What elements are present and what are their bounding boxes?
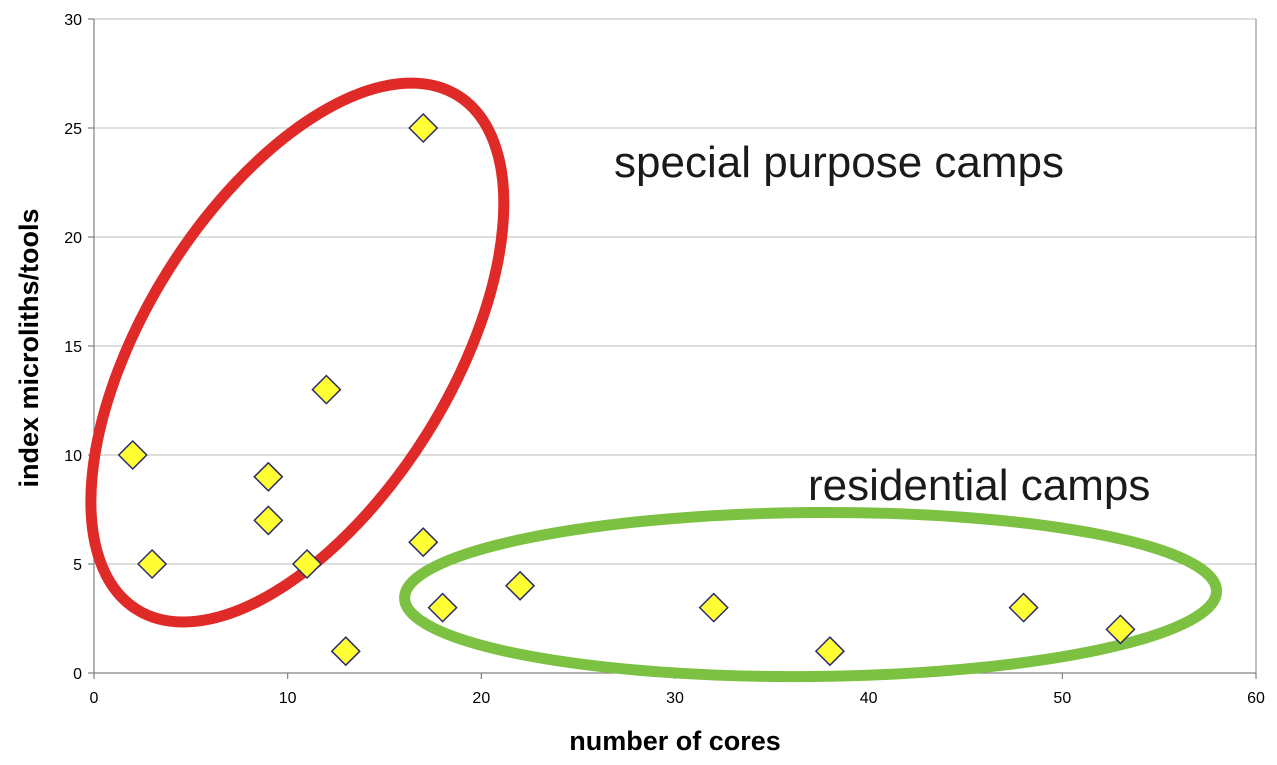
x-tick-label-40: 40 xyxy=(860,690,878,707)
data-point-6 xyxy=(330,636,361,667)
special-purpose-camps-ellipse xyxy=(85,77,510,628)
x-tick-label-30: 30 xyxy=(666,690,684,707)
data-point-2 xyxy=(253,461,284,492)
x-axis-title: number of cores xyxy=(569,726,781,756)
x-tick-label-20: 20 xyxy=(472,690,490,707)
axes xyxy=(88,18,1257,679)
x-tick-label-50: 50 xyxy=(1053,690,1071,707)
grid-lines xyxy=(94,18,1256,565)
annotation-special-purpose-camps: special purpose camps xyxy=(614,138,1064,187)
y-tick-label-25: 25 xyxy=(64,121,82,138)
residential-camps-ellipse xyxy=(399,506,1223,683)
data-point-1 xyxy=(137,548,168,580)
x-tick-label-10: 10 xyxy=(279,690,297,707)
data-point-0 xyxy=(117,439,148,471)
data-point-4 xyxy=(291,548,323,580)
y-tick-label-30: 30 xyxy=(64,12,82,29)
y-tick-label-15: 15 xyxy=(64,339,82,356)
cluster-ellipses xyxy=(85,77,1223,683)
annotation-residential-camps: residential camps xyxy=(808,461,1150,510)
data-point-13 xyxy=(1008,592,1039,623)
y-tick-label-10: 10 xyxy=(64,448,82,465)
data-point-10 xyxy=(505,570,536,601)
y-axis-title: index microliths/tools xyxy=(14,208,44,487)
y-tick-label-20: 20 xyxy=(64,230,82,247)
data-point-3 xyxy=(253,505,284,536)
x-tick-label-0: 0 xyxy=(90,690,99,707)
data-point-12 xyxy=(814,636,845,667)
data-point-14 xyxy=(1105,614,1136,645)
data-point-9 xyxy=(427,592,458,623)
data-point-8 xyxy=(408,527,439,558)
tick-labels: 0 5 10 15 20 25 30 0 10 20 30 40 50 60 xyxy=(64,12,1265,707)
y-tick-label-0: 0 xyxy=(73,666,82,683)
data-point-11 xyxy=(698,592,729,623)
data-point-7 xyxy=(408,112,439,144)
y-tick-label-5: 5 xyxy=(73,557,82,574)
x-tick-label-60: 60 xyxy=(1247,690,1265,707)
data-points xyxy=(117,112,1136,667)
data-point-5 xyxy=(311,374,342,405)
